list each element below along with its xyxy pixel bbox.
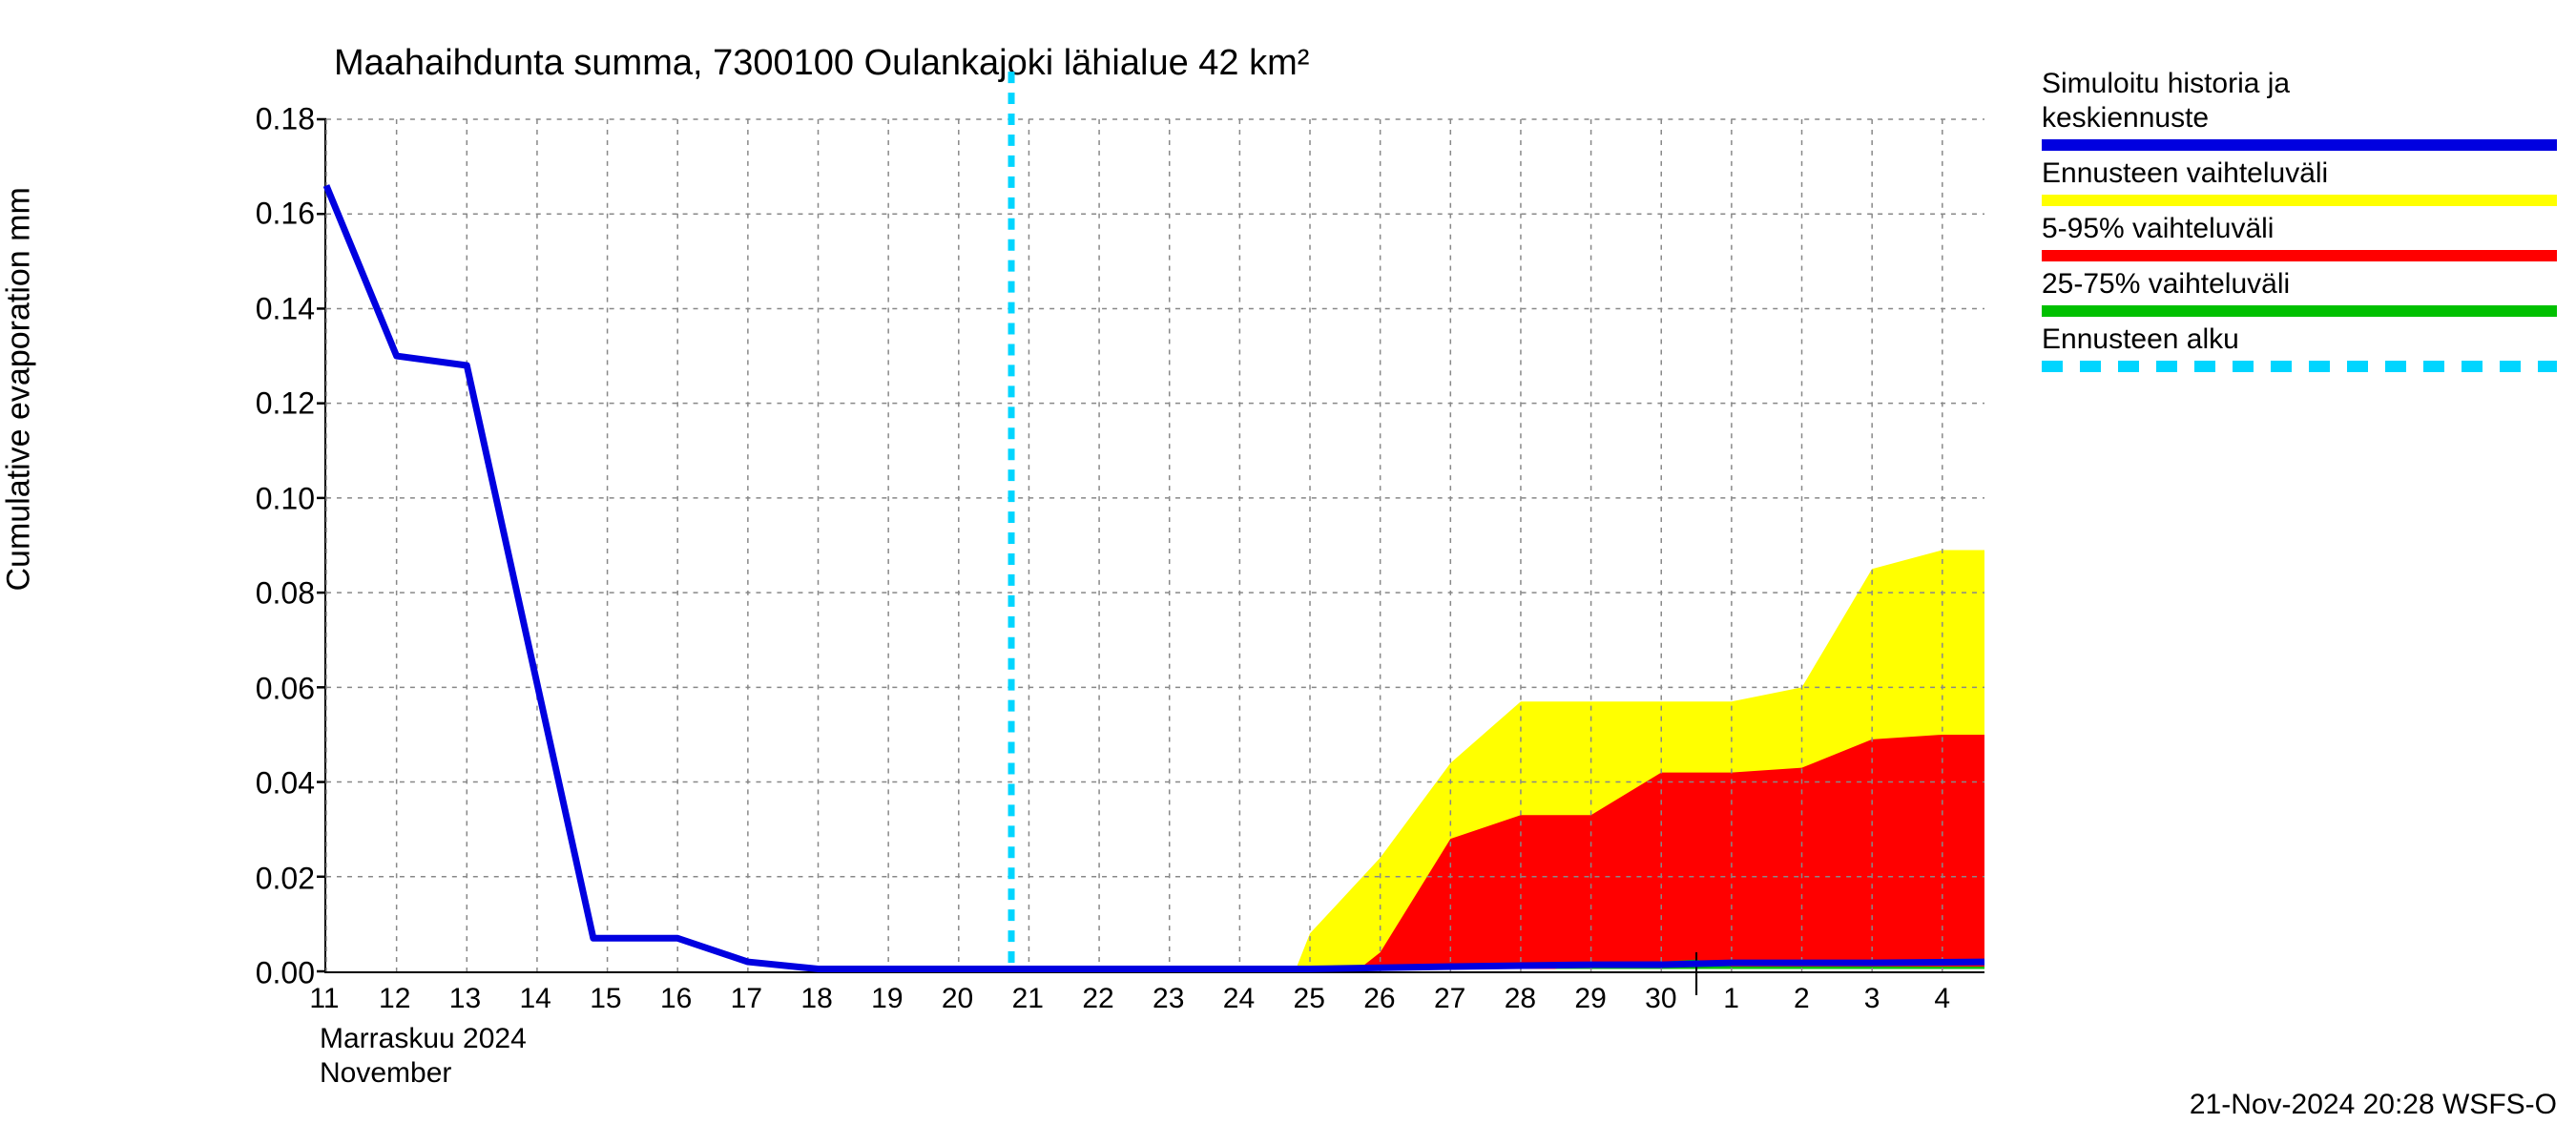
legend-item: Ennusteen alku	[2042, 323, 2557, 372]
legend-label: 5-95% vaihteluväli	[2042, 212, 2557, 246]
ytick-label: 0.18	[256, 102, 315, 137]
xtick-label: 25	[1294, 983, 1325, 1015]
xtick-label: 27	[1434, 983, 1465, 1015]
y-axis-label: Cumulative evaporation mm	[1, 187, 38, 591]
legend-label: Simuloitu historia jakeskiennuste	[2042, 67, 2557, 135]
xtick-label: 17	[731, 983, 762, 1015]
footer-timestamp: 21-Nov-2024 20:28 WSFS-O	[2190, 1089, 2557, 1121]
xtick-label: 1	[1723, 983, 1739, 1015]
xtick-label: 30	[1645, 983, 1676, 1015]
legend-item: 5-95% vaihteluväli	[2042, 212, 2557, 261]
ytick-label: 0.12	[256, 386, 315, 422]
ytick-label: 0.06	[256, 671, 315, 706]
xtick-label: 18	[800, 983, 832, 1015]
xtick-label: 23	[1153, 983, 1184, 1015]
legend-item: 25-75% vaihteluväli	[2042, 267, 2557, 317]
xtick-label: 29	[1574, 983, 1606, 1015]
legend-label: Ennusteen alku	[2042, 323, 2557, 357]
x-axis-month-fi: Marraskuu 2024	[320, 1023, 527, 1055]
ytick-label: 0.08	[256, 576, 315, 612]
legend-item: Simuloitu historia jakeskiennuste	[2042, 67, 2557, 151]
legend: Simuloitu historia jakeskiennuste Ennuste…	[2042, 67, 2557, 378]
chart-title: Maahaihdunta summa, 7300100 Oulankajoki …	[334, 43, 1309, 84]
xtick-label: 26	[1363, 983, 1395, 1015]
xtick-label: 4	[1934, 983, 1950, 1015]
xtick-label: 16	[660, 983, 692, 1015]
legend-swatch	[2042, 361, 2557, 372]
xtick-label: 15	[590, 983, 621, 1015]
xtick-label: 13	[449, 983, 481, 1015]
legend-label: 25-75% vaihteluväli	[2042, 267, 2557, 302]
plot-area	[324, 119, 1984, 973]
ytick-label: 0.02	[256, 861, 315, 896]
plot-svg	[326, 119, 1984, 971]
ytick-label: 0.16	[256, 197, 315, 232]
xtick-label: 28	[1505, 983, 1536, 1015]
xtick-label: 14	[519, 983, 551, 1015]
xtick-label: 12	[379, 983, 410, 1015]
xtick-label: 11	[309, 983, 339, 1015]
legend-label: Ennusteen vaihteluväli	[2042, 156, 2557, 191]
xtick-label: 24	[1223, 983, 1255, 1015]
ytick-label: 0.00	[256, 956, 315, 991]
chart-container: Maahaihdunta summa, 7300100 Oulankajoki …	[10, 10, 2566, 1135]
xtick-label: 3	[1864, 983, 1880, 1015]
xtick-label: 19	[871, 983, 903, 1015]
ytick-label: 0.10	[256, 481, 315, 516]
xtick-label: 21	[1012, 983, 1044, 1015]
x-axis-month-en: November	[320, 1057, 451, 1090]
legend-swatch	[2042, 139, 2557, 151]
legend-item: Ennusteen vaihteluväli	[2042, 156, 2557, 206]
ytick-label: 0.04	[256, 766, 315, 802]
legend-swatch	[2042, 250, 2557, 261]
xtick-label: 22	[1082, 983, 1113, 1015]
ytick-label: 0.14	[256, 291, 315, 326]
legend-swatch	[2042, 195, 2557, 206]
legend-swatch	[2042, 305, 2557, 317]
xtick-label: 2	[1794, 983, 1810, 1015]
xtick-label: 20	[942, 983, 973, 1015]
